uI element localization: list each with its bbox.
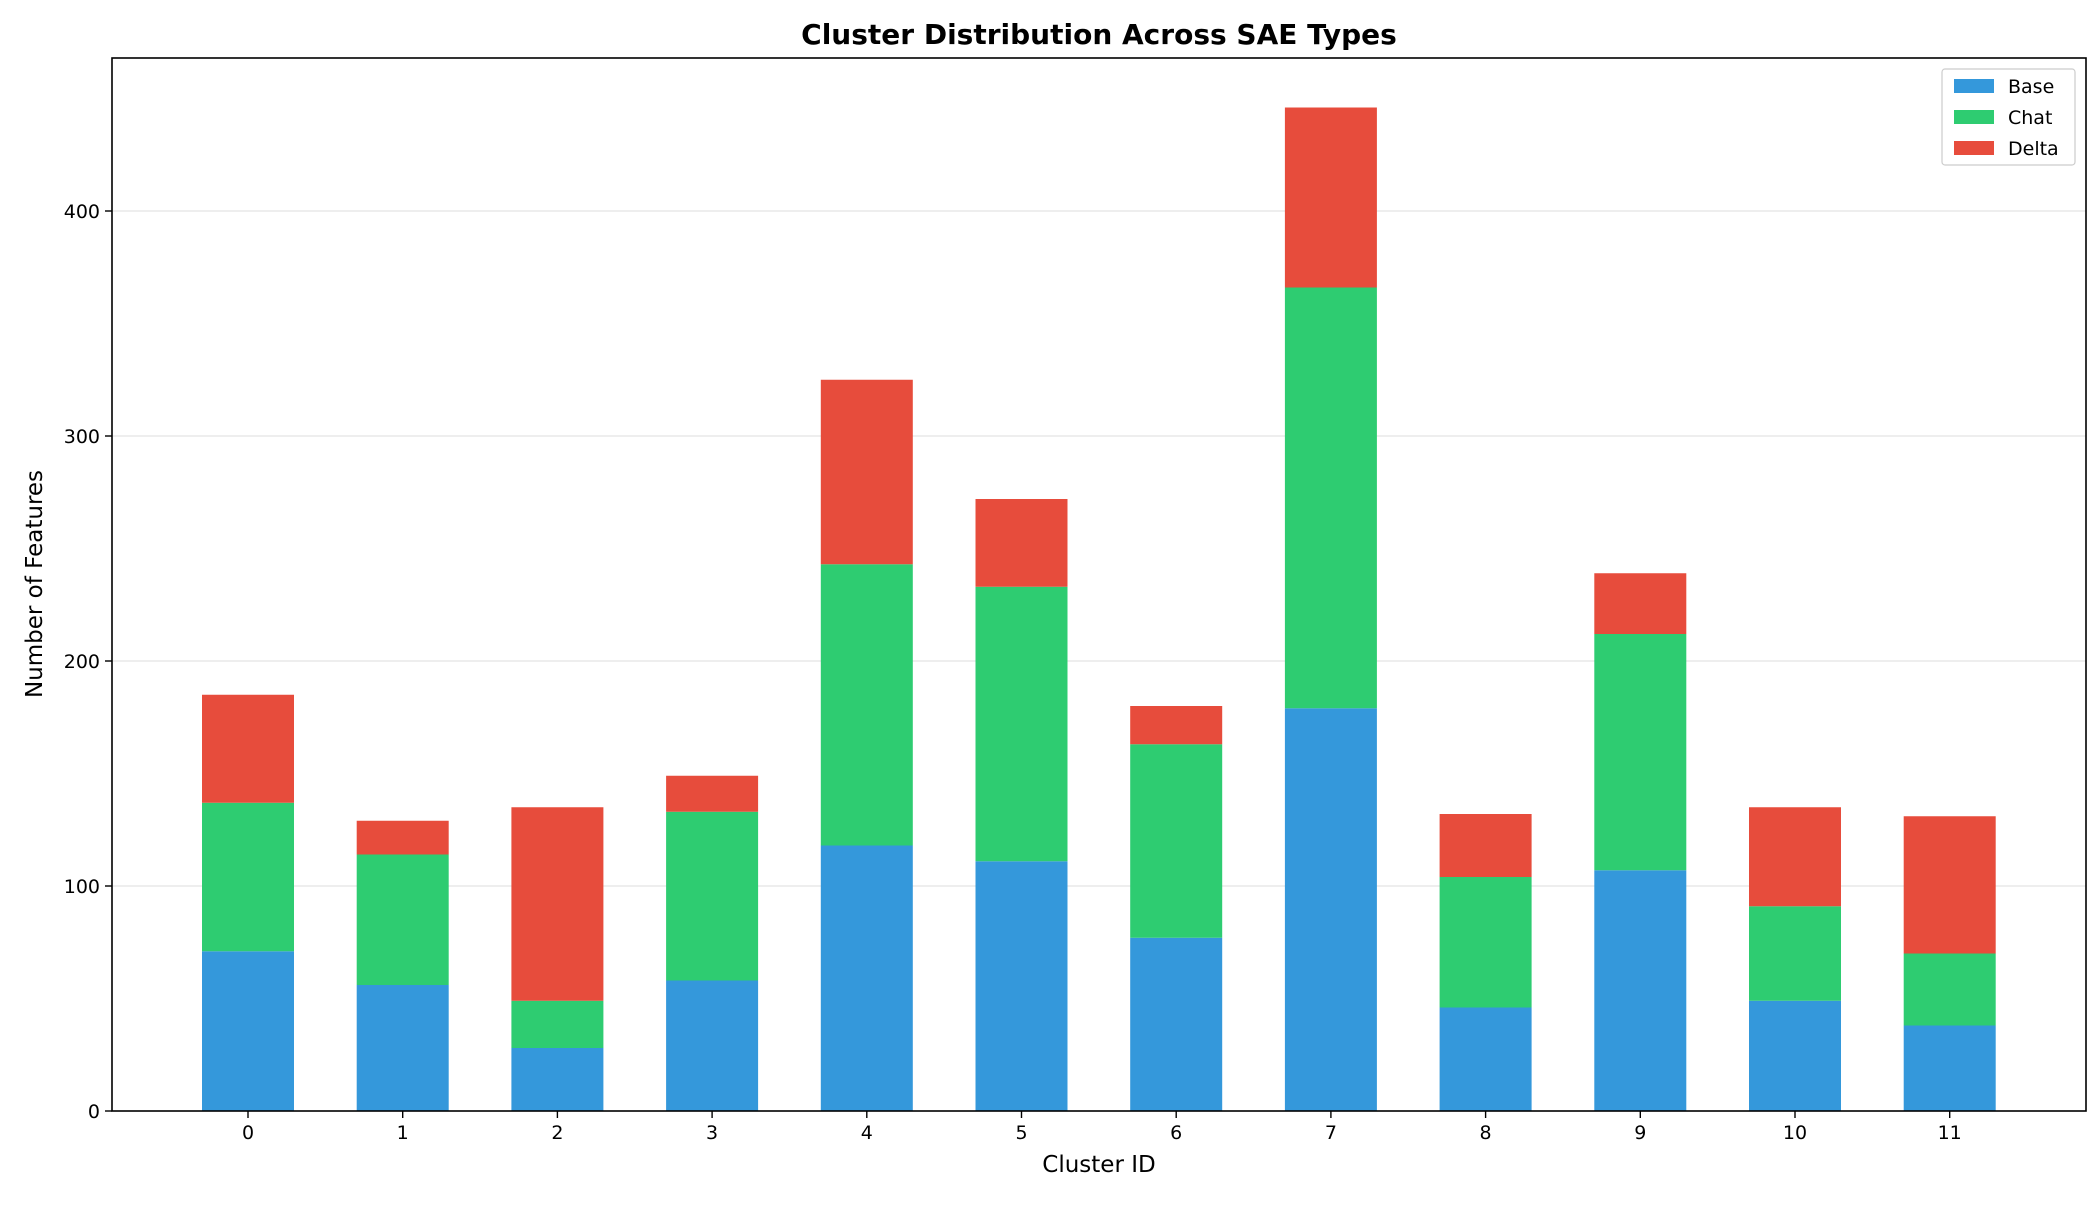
bar-delta-cluster-2: [511, 807, 604, 1001]
x-tick-label: 3: [706, 1122, 718, 1144]
y-tick-label: 300: [64, 426, 100, 448]
bar-base-cluster-6: [1130, 937, 1223, 1111]
x-axis-label: Cluster ID: [1042, 1152, 1155, 1178]
bar-base-cluster-2: [511, 1048, 604, 1111]
bar-base-cluster-5: [975, 861, 1068, 1111]
legend-label-delta: Delta: [2008, 138, 2059, 160]
bar-delta-cluster-4: [820, 379, 913, 565]
legend-swatch-chat: [1954, 110, 1994, 124]
bar-chat-cluster-0: [202, 802, 294, 952]
x-axis-ticks: 0 1 2 3 4 5 6 7 8 9 10 11: [242, 1111, 1962, 1144]
bar-delta-cluster-11: [1903, 816, 1996, 954]
bar-chat-cluster-10: [1749, 906, 1841, 1001]
bar-delta-cluster-3: [666, 775, 759, 812]
bar-base-cluster-8: [1439, 1007, 1532, 1111]
x-tick-label: 7: [1325, 1122, 1337, 1144]
y-tick-label: 400: [64, 201, 100, 223]
x-tick-label: 2: [551, 1122, 563, 1144]
bar-delta-cluster-6: [1130, 706, 1223, 745]
x-tick-label: 9: [1634, 1122, 1646, 1144]
bar-base-cluster-11: [1903, 1025, 1996, 1111]
bar-base-cluster-10: [1749, 1000, 1841, 1111]
bar-base-cluster-3: [666, 980, 759, 1111]
x-tick-label: 0: [242, 1122, 254, 1144]
y-axis-ticks: 0 100 200 300 400: [64, 201, 112, 1123]
bar-delta-cluster-9: [1594, 573, 1687, 634]
bar-delta-cluster-0: [202, 694, 294, 803]
y-tick-label: 100: [64, 876, 100, 898]
legend: Base Chat Delta: [1941, 68, 2076, 166]
y-tick-label: 200: [64, 651, 100, 673]
y-tick-label: 0: [88, 1101, 100, 1123]
legend-label-chat: Chat: [2008, 107, 2052, 129]
bar-chat-cluster-1: [356, 854, 449, 985]
bars: [202, 107, 1996, 1111]
bar-chat-cluster-6: [1130, 744, 1223, 938]
bar-chat-cluster-8: [1439, 877, 1532, 1008]
bar-chat-cluster-2: [511, 1000, 604, 1048]
x-tick-label: 11: [1938, 1122, 1962, 1144]
bar-chat-cluster-9: [1594, 634, 1687, 871]
x-tick-label: 5: [1015, 1122, 1027, 1144]
bar-delta-cluster-7: [1284, 107, 1377, 288]
y-axis-label: Number of Features: [22, 470, 48, 698]
chart-title: Cluster Distribution Across SAE Types: [801, 18, 1397, 51]
bar-delta-cluster-10: [1749, 807, 1841, 907]
bar-base-cluster-7: [1284, 708, 1377, 1111]
x-tick-label: 10: [1783, 1122, 1807, 1144]
bar-chat-cluster-5: [975, 586, 1068, 862]
bar-delta-cluster-5: [975, 499, 1068, 587]
bar-chat-cluster-4: [820, 564, 913, 846]
x-tick-label: 4: [861, 1122, 873, 1144]
bar-chat-cluster-3: [666, 811, 759, 981]
bar-base-cluster-4: [820, 845, 913, 1111]
plot-frame: [111, 57, 2087, 1112]
x-tick-label: 1: [397, 1122, 409, 1144]
legend-label-base: Base: [2008, 76, 2054, 98]
bar-delta-cluster-1: [356, 820, 449, 855]
legend-swatch-base: [1954, 79, 1994, 93]
x-tick-label: 6: [1170, 1122, 1182, 1144]
bar-chat-cluster-7: [1284, 287, 1377, 709]
gridlines: [112, 210, 2086, 887]
legend-swatch-delta: [1954, 141, 1994, 155]
bar-base-cluster-0: [202, 951, 294, 1111]
bar-delta-cluster-8: [1439, 814, 1532, 877]
x-tick-label: 8: [1480, 1122, 1492, 1144]
bar-base-cluster-1: [356, 985, 449, 1111]
bar-chat-cluster-11: [1903, 953, 1996, 1026]
bar-base-cluster-9: [1594, 870, 1687, 1111]
